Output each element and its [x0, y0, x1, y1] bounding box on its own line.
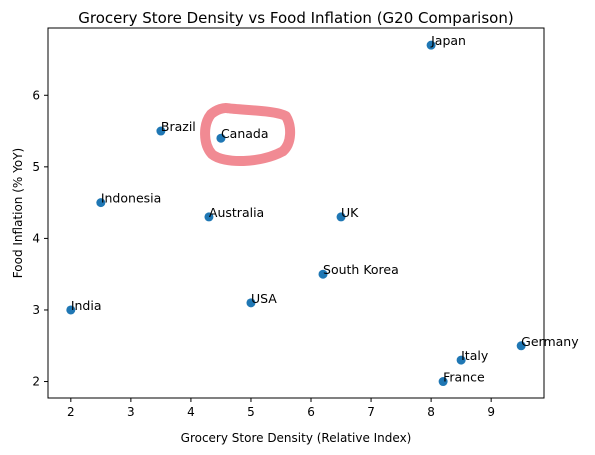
x-tick-label: 7 — [367, 405, 375, 419]
y-tick-label: 5 — [32, 160, 40, 174]
point-label: Australia — [209, 205, 264, 220]
point-label: France — [443, 370, 485, 385]
x-tick-label: 2 — [67, 405, 75, 419]
point-label: Indonesia — [101, 191, 161, 206]
x-axis-label: Grocery Store Density (Relative Index) — [181, 431, 412, 445]
point-label: Brazil — [161, 119, 196, 134]
x-axis: 2 3 4 5 6 7 8 9 — [67, 398, 495, 419]
data-point — [204, 212, 214, 222]
x-tick-label: 3 — [127, 405, 135, 419]
highlight-annotation-layer — [200, 102, 296, 167]
data-point — [66, 305, 76, 315]
scatter-points — [66, 40, 526, 387]
data-point — [318, 269, 328, 279]
point-label: USA — [251, 291, 277, 306]
y-axis-label: Food Inflation (% YoY) — [11, 148, 25, 278]
point-label: Italy — [461, 348, 489, 363]
x-tick-label: 4 — [187, 405, 195, 419]
plot-area — [47, 27, 545, 399]
y-tick-label: 6 — [32, 88, 40, 102]
data-point — [456, 355, 466, 365]
data-point — [438, 377, 448, 387]
data-point — [426, 40, 436, 50]
point-label: UK — [341, 205, 359, 220]
data-point — [96, 198, 106, 208]
data-point — [516, 341, 526, 351]
y-tick-label: 3 — [32, 303, 40, 317]
x-tick-label: 9 — [487, 405, 495, 419]
y-tick-label: 4 — [32, 231, 40, 245]
data-point — [246, 298, 256, 308]
x-tick-label: 8 — [427, 405, 435, 419]
x-tick-label: 5 — [247, 405, 255, 419]
point-label: Canada — [221, 126, 269, 141]
hand-drawn-highlight — [200, 102, 296, 167]
data-point — [216, 133, 226, 143]
x-tick-label: 6 — [307, 405, 315, 419]
chart-title: Grocery Store Density vs Food Inflation … — [78, 9, 513, 27]
point-label: Japan — [430, 33, 466, 48]
y-axis: 2 3 4 5 6 — [32, 88, 48, 389]
data-point — [336, 212, 346, 222]
point-label: Germany — [521, 334, 579, 349]
point-label: India — [71, 298, 102, 313]
data-point — [156, 126, 166, 136]
point-label: South Korea — [323, 262, 399, 277]
y-tick-label: 2 — [32, 375, 40, 389]
point-labels: India Indonesia Brazil Australia Canada USA So… — [71, 33, 579, 384]
